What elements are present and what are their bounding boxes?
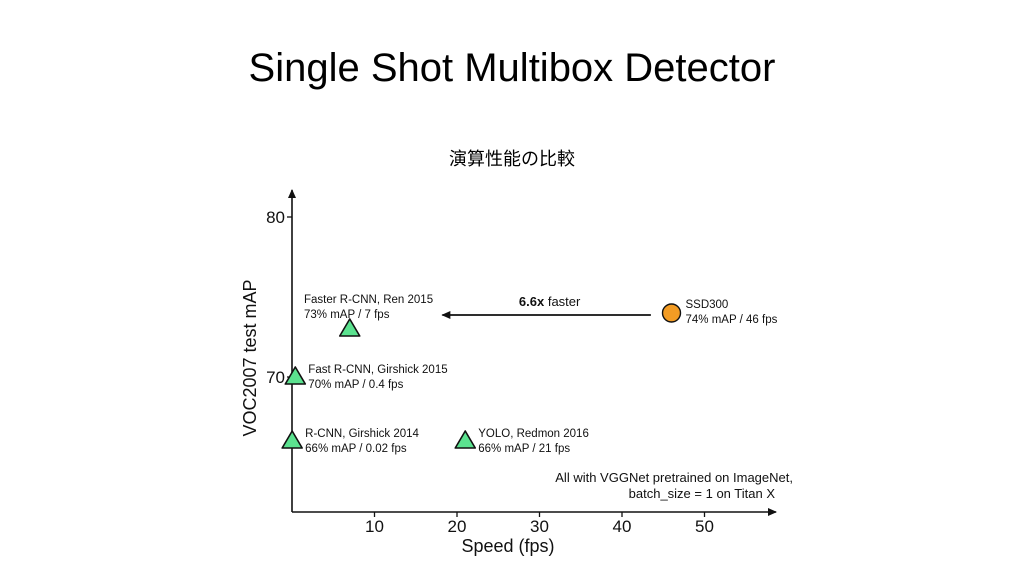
data-point: YOLO, Redmon 2016 66% mAP / 21 fps bbox=[454, 428, 589, 455]
x-tick-label: 40 bbox=[613, 517, 632, 536]
point-label-value: 66% mAP / 0.02 fps bbox=[305, 443, 407, 455]
annotation-label: 6.6x faster bbox=[519, 294, 581, 309]
x-tick-label: 20 bbox=[448, 517, 467, 536]
y-tick-label: 80 bbox=[266, 208, 285, 227]
y-tick-label: 70 bbox=[266, 368, 285, 387]
note-line-2: batch_size = 1 on Titan X bbox=[629, 486, 776, 501]
point-label-name: Fast R-CNN, Girshick 2015 bbox=[308, 364, 447, 376]
triangle-icon bbox=[454, 430, 477, 449]
slide-title: Single Shot Multibox Detector bbox=[248, 46, 776, 90]
annotation-bold: 6.6x bbox=[519, 294, 545, 309]
triangle-icon bbox=[281, 430, 303, 449]
x-axis-label: Speed (fps) bbox=[461, 536, 554, 556]
data-point: Faster R-CNN, Ren 2015 73% mAP / 7 fps bbox=[304, 294, 433, 337]
triangle-icon bbox=[338, 318, 361, 337]
triangle-icon bbox=[284, 366, 307, 385]
note-line-1: All with VGGNet pretrained on ImageNet, bbox=[555, 470, 793, 485]
x-tick-label: 50 bbox=[695, 517, 714, 536]
data-point: Fast R-CNN, Girshick 2015 70% mAP / 0.4 f… bbox=[284, 364, 448, 391]
x-tick-label: 10 bbox=[365, 517, 384, 536]
point-label-name: R-CNN, Girshick 2014 bbox=[305, 428, 419, 440]
x-tick-label: 30 bbox=[530, 517, 549, 536]
y-axis-label: VOC2007 test mAP bbox=[240, 279, 260, 436]
point-label-value: 73% mAP / 7 fps bbox=[304, 309, 390, 321]
point-label-name: Faster R-CNN, Ren 2015 bbox=[304, 294, 433, 306]
point-label-value: 70% mAP / 0.4 fps bbox=[308, 379, 403, 391]
circle-icon bbox=[661, 303, 682, 323]
chart-title: 演算性能の比較 bbox=[449, 149, 575, 170]
point-label-value: 66% mAP / 21 fps bbox=[478, 443, 570, 455]
point-label-name: SSD300 bbox=[686, 299, 729, 311]
data-point: SSD300 74% mAP / 46 fps bbox=[661, 299, 778, 326]
point-label-value: 74% mAP / 46 fps bbox=[686, 314, 778, 326]
annotation-text: faster bbox=[544, 294, 581, 309]
data-point: R-CNN, Girshick 2014 66% mAP / 0.02 fps bbox=[281, 428, 420, 455]
point-label-name: YOLO, Redmon 2016 bbox=[478, 428, 589, 440]
